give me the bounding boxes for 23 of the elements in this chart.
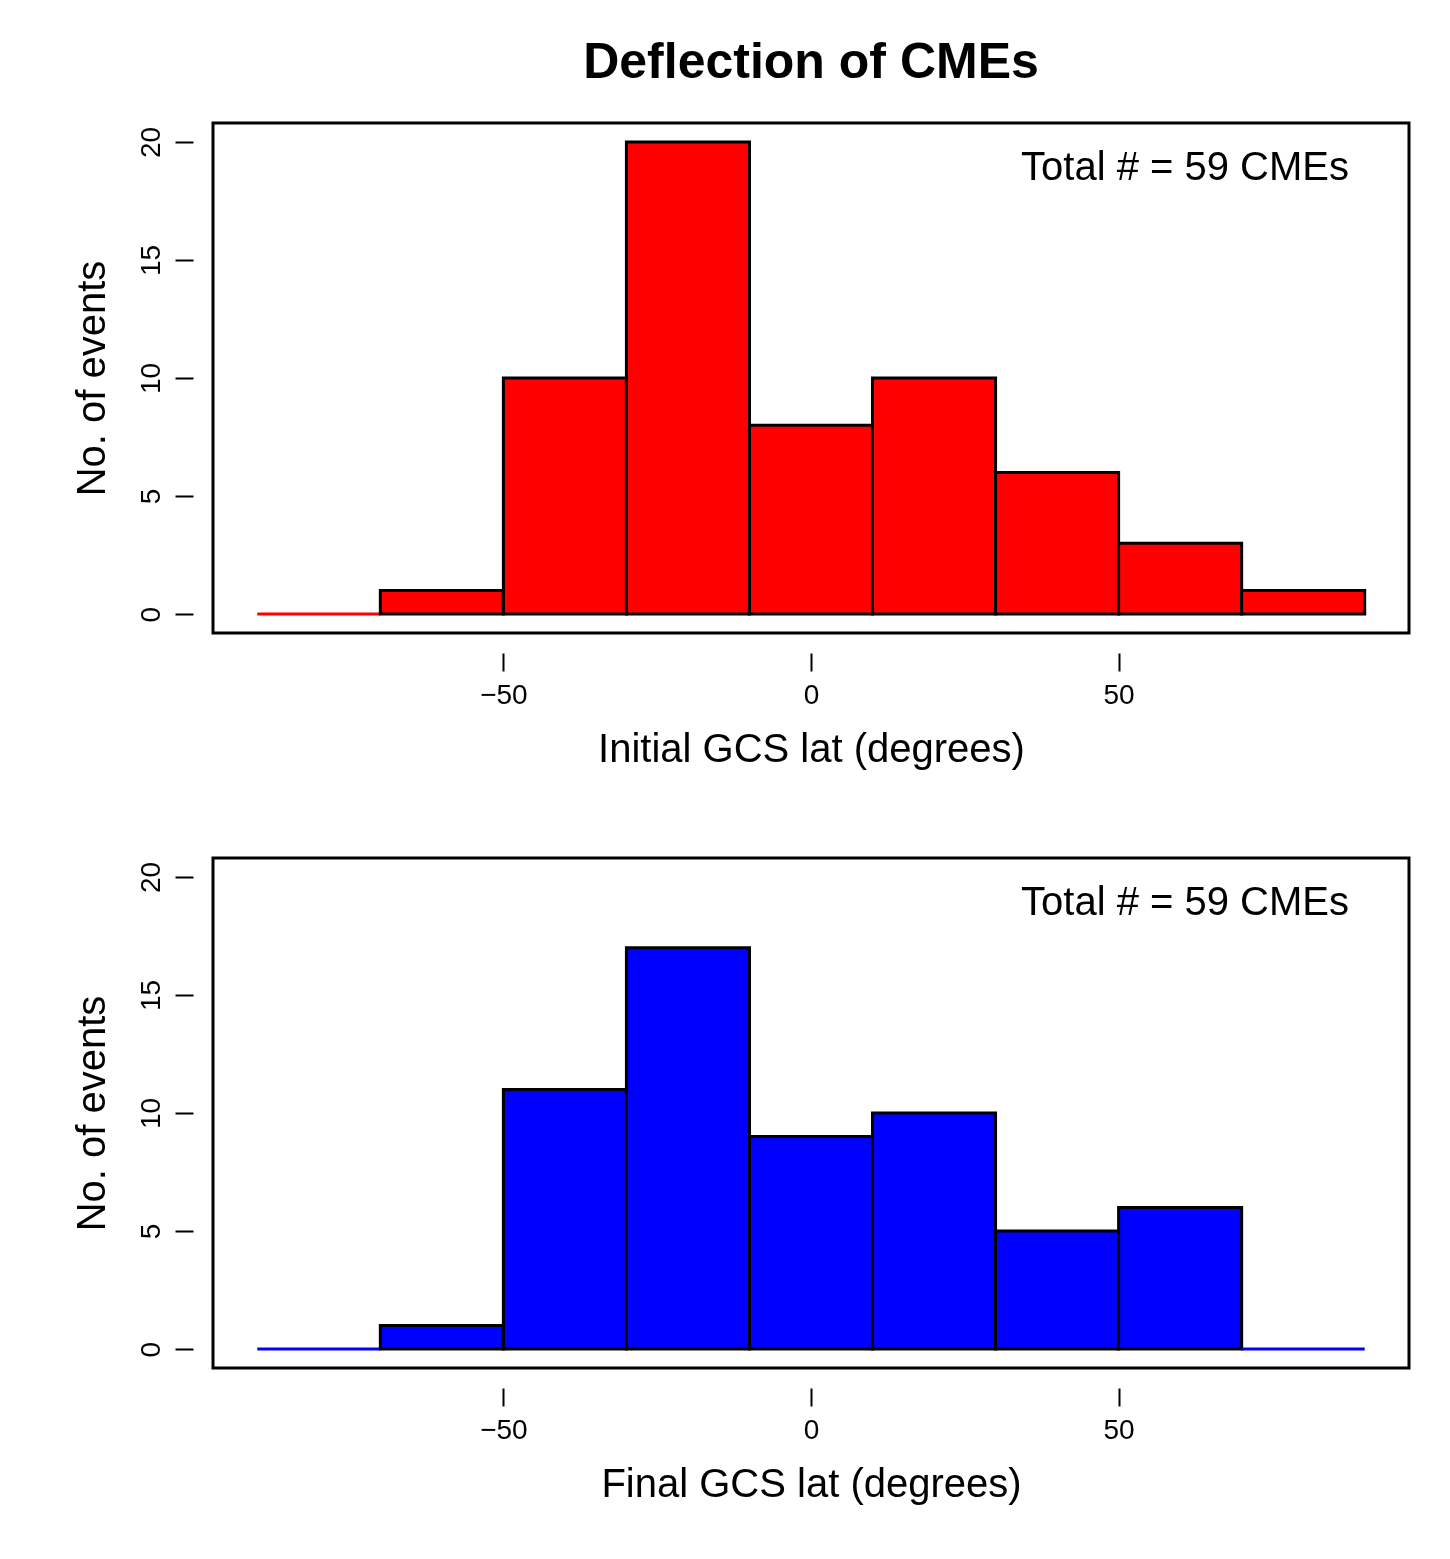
- y-tick-label: 5: [134, 488, 166, 505]
- x-axis-title: Final GCS lat (degrees): [601, 1460, 1022, 1505]
- y-tick-label: 10: [134, 1097, 166, 1130]
- x-tick-label: 50: [1103, 678, 1135, 710]
- y-tick-label: 0: [134, 606, 166, 623]
- y-tick-label: 20: [134, 861, 166, 893]
- y-tick-label: 5: [134, 1223, 166, 1240]
- x-tick-label: −50: [480, 1413, 528, 1445]
- y-tick-label: 0: [134, 1341, 166, 1358]
- chart-title: Deflection of CMEs: [583, 33, 1039, 89]
- annotation: Total # = 59 CMEs: [1021, 879, 1349, 923]
- x-tick-label: 0: [803, 1413, 820, 1445]
- x-tick-label: −50: [480, 678, 528, 710]
- y-axis-title: No. of events: [68, 260, 113, 497]
- y-tick-label: 10: [134, 362, 166, 395]
- x-tick-label: 0: [803, 678, 820, 710]
- annotation: Total # = 59 CMEs: [1021, 144, 1349, 188]
- y-tick-label: 15: [134, 244, 166, 277]
- y-tick-label: 20: [134, 126, 166, 158]
- x-tick-label: 50: [1103, 1413, 1135, 1445]
- x-axis-title: Initial GCS lat (degrees): [598, 725, 1025, 770]
- y-tick-label: 15: [134, 979, 166, 1012]
- y-axis-title: No. of events: [68, 995, 113, 1232]
